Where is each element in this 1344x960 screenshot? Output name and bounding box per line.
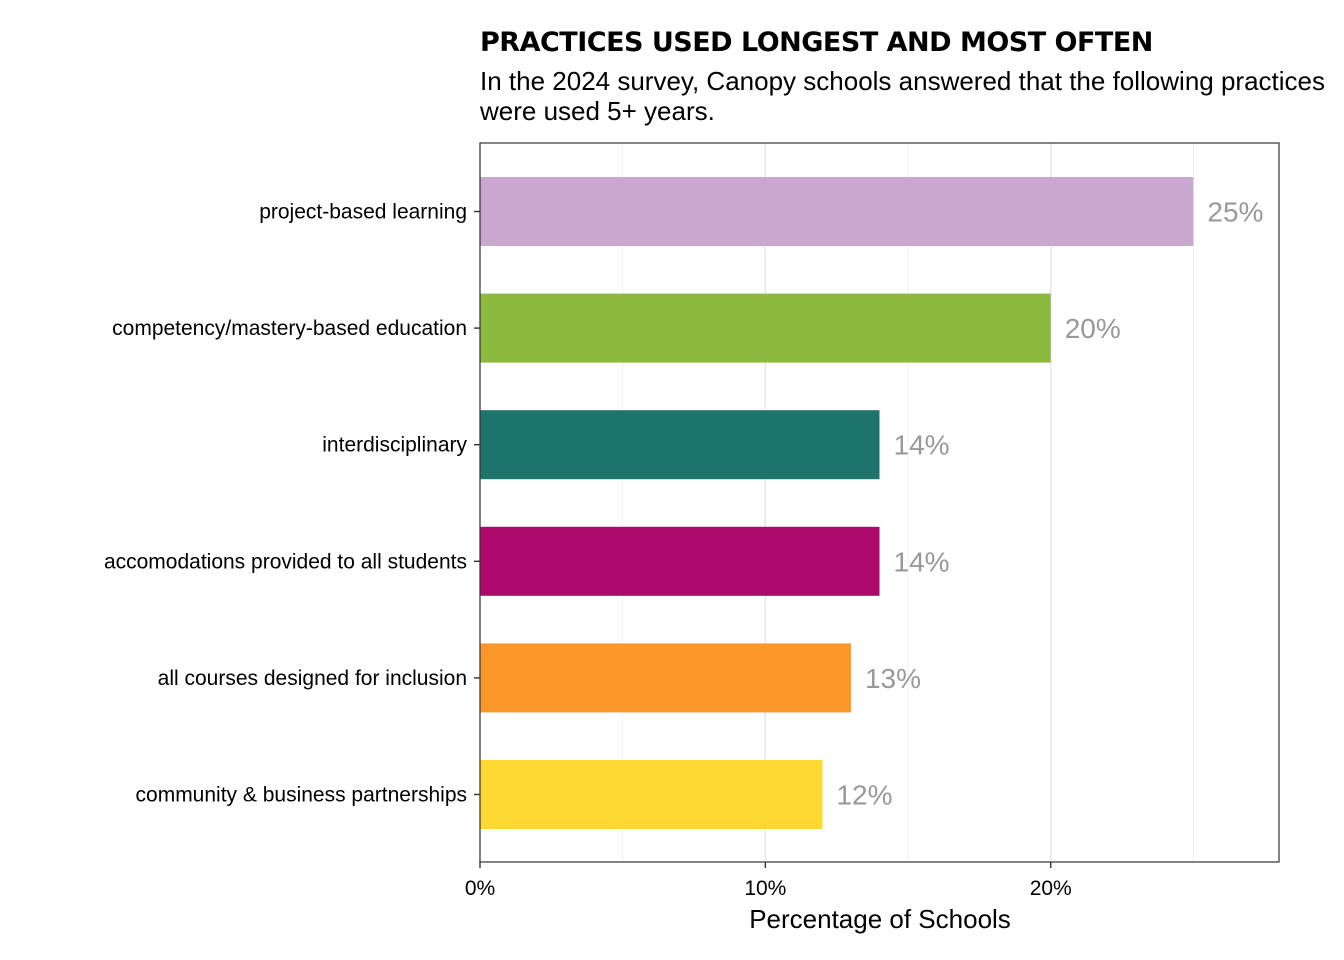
bar [480,410,880,480]
data-label: 20% [1065,313,1121,344]
axes: project-based learning competency/mastery… [104,201,1072,901]
bar [480,177,1194,246]
bar [480,643,851,713]
category-label: community & business partnerships [136,784,467,807]
x-tick-label: 10% [744,877,786,900]
data-label: 25% [1207,197,1263,228]
category-label: project-based learning [259,201,467,224]
category-label: all courses designed for inclusion [158,667,467,690]
bar [480,526,880,596]
grid-lines [479,143,1194,862]
data-label: 13% [865,663,921,694]
x-tick-label: 20% [1030,877,1072,900]
chart-subtitle-line-2: were used 5+ years. [479,96,715,126]
data-label: 14% [894,546,950,577]
category-label: interdisciplinary [322,434,467,457]
data-label: 12% [836,780,892,811]
bar [480,760,823,829]
category-label: competency/mastery-based education [112,317,467,340]
x-axis-title: Percentage of Schools [749,904,1011,934]
chart-subtitle-line-1: In the 2024 survey, Canopy schools answe… [480,66,1325,96]
bar [480,293,1051,363]
chart-title: PRACTICES USED LONGEST AND MOST OFTEN [480,27,1153,58]
data-label: 14% [894,430,950,461]
category-label: accomodations provided to all students [104,550,467,573]
bars: 25% 20% 14% 14% 13% 12% [480,177,1263,829]
plot-frame [479,142,1280,863]
x-tick-label: 0% [465,877,495,900]
